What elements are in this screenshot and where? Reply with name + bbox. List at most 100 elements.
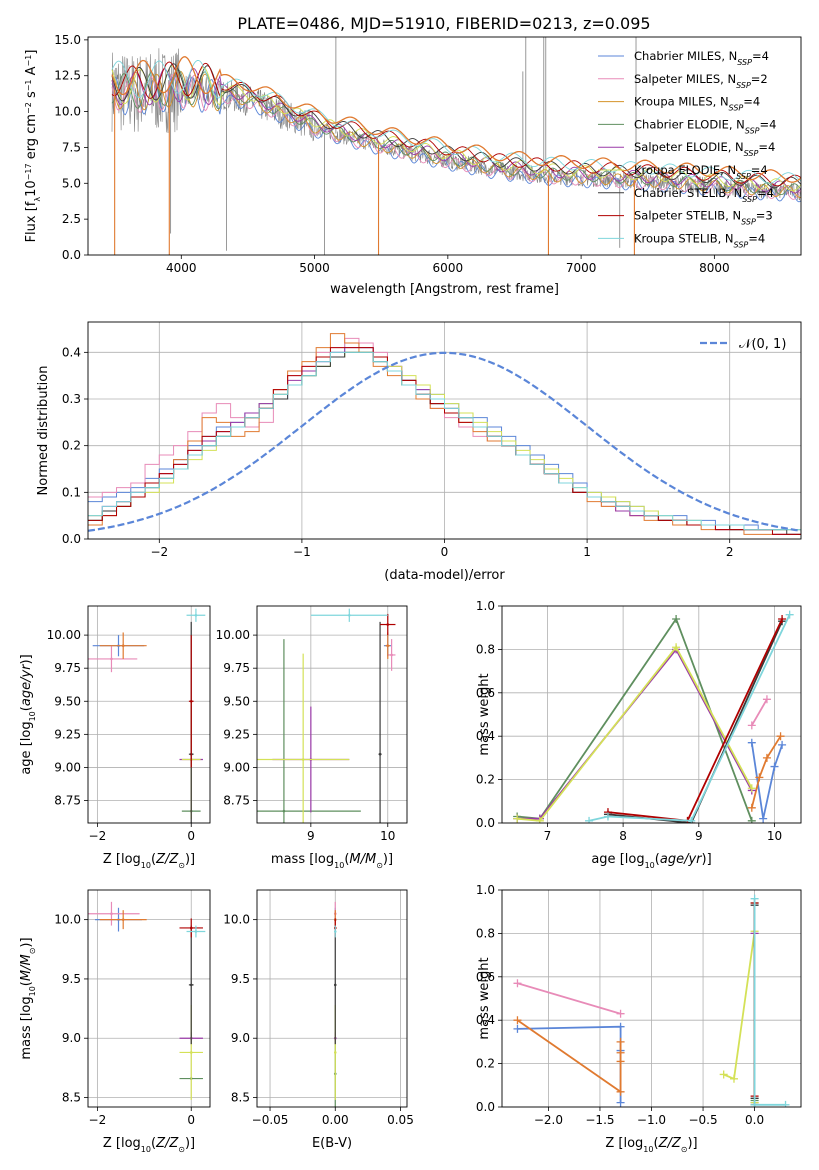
data-point xyxy=(333,930,337,933)
model-spectrum xyxy=(111,63,801,189)
mass-vs-ebv-panel: −0.05 0.00 0.05 8.5 9.0 9.5 10.0 xyxy=(223,890,414,1127)
data-point xyxy=(189,1051,193,1054)
weight-marker xyxy=(513,814,522,823)
weight-marker xyxy=(616,1098,625,1107)
y-tick-label: 7.5 xyxy=(62,140,81,154)
mass-vs-Z-panel: −2 0 8.5 9.0 9.5 10.0 xyxy=(54,890,210,1127)
weight-marker xyxy=(513,1016,522,1025)
x-tick-label: 10 xyxy=(380,829,395,843)
model-spectrum xyxy=(111,56,801,183)
y-tick-label: 10.00 xyxy=(47,628,81,642)
y-tick-label: 0.2 xyxy=(476,1057,495,1071)
data-point xyxy=(390,653,393,657)
weight-marker xyxy=(778,615,787,624)
x-tick-label: −2 xyxy=(150,545,168,559)
weight-series xyxy=(723,931,756,1103)
data-point xyxy=(348,613,351,617)
x-tick-label: 10 xyxy=(767,829,782,843)
y-tick-label: 9.75 xyxy=(54,661,81,675)
model-spectrum xyxy=(111,69,801,196)
x-tick-label: −2 xyxy=(89,1113,107,1127)
age-vs-mass-frame xyxy=(256,605,408,824)
mass-vs-Z-frame xyxy=(87,889,211,1108)
y-tick-label: 9.50 xyxy=(54,694,81,708)
x-axis-label: E(B-V) xyxy=(312,1136,352,1151)
y-tick-label: 9.0 xyxy=(62,1031,81,1045)
y-tick-label: 0.0 xyxy=(476,816,495,830)
data-point xyxy=(333,1051,337,1054)
model-spectrum xyxy=(111,61,801,187)
weight-series xyxy=(750,735,782,809)
weight-series xyxy=(517,645,753,822)
weight-marker xyxy=(747,816,756,823)
weight-marker xyxy=(616,1037,625,1046)
weight-marker xyxy=(755,773,764,782)
weight-marker xyxy=(770,762,779,771)
age-vs-mass-points xyxy=(257,608,396,823)
x-tick-label: −1.0 xyxy=(637,1113,666,1127)
spectrum-frame xyxy=(87,36,802,256)
y-tick-label: 10.0 xyxy=(54,913,81,927)
weight-series xyxy=(517,1025,622,1103)
mass-vs-Z-points xyxy=(88,901,206,1100)
weight-marker xyxy=(616,1057,625,1066)
x-tick-label: −2 xyxy=(89,829,107,843)
weight-vs-age-frame xyxy=(501,605,802,824)
weight-marker xyxy=(616,1022,625,1031)
x-tick-label: −1 xyxy=(293,545,311,559)
x-tick-label: 1 xyxy=(583,545,591,559)
y-tick-label: 0.4 xyxy=(62,345,81,359)
data-point xyxy=(301,758,305,761)
y-tick-label: 9.50 xyxy=(223,694,250,708)
figure-title: PLATE=0486, MJD=51910, FIBERID=0213, z=0… xyxy=(237,14,650,33)
data-point xyxy=(189,699,193,703)
x-tick-label: 0 xyxy=(441,545,449,559)
age-vs-Z-panel: −2 0 8.75 9.00 9.25 9.50 9.75 10.00 xyxy=(47,606,210,843)
x-tick-label: −0.05 xyxy=(252,1113,289,1127)
y-tick-label: 0.0 xyxy=(62,248,81,262)
y-tick-label: 0.8 xyxy=(476,926,495,940)
data-point xyxy=(121,918,125,921)
weight-marker xyxy=(785,610,794,619)
legend-label: Chabrier STELIB, NSSP=4 xyxy=(634,186,774,204)
x-tick-label: 0.05 xyxy=(387,1113,414,1127)
histograms xyxy=(88,333,801,535)
y-tick-label: 9.00 xyxy=(223,760,250,774)
weight-series xyxy=(517,982,621,1015)
y-tick-label: 10.0 xyxy=(54,105,81,119)
normal-legend-label: 𝒩(0, 1) xyxy=(739,337,786,352)
data-point xyxy=(378,752,382,756)
data-point xyxy=(194,930,198,933)
x-tick-label: 9 xyxy=(695,829,703,843)
y-tick-label: 0.6 xyxy=(476,970,495,984)
y-tick-label: 10.0 xyxy=(223,913,250,927)
model-spectrum xyxy=(111,74,801,200)
legend-label: Salpeter MILES, NSSP=2 xyxy=(634,72,768,90)
x-tick-label: 6000 xyxy=(433,261,464,275)
histogram-series xyxy=(88,351,801,531)
weight-marker xyxy=(616,1048,625,1057)
x-axis-label: (data-model)/error xyxy=(384,568,505,583)
y-tick-label: 0.4 xyxy=(476,1013,495,1027)
y-tick-label: 15.0 xyxy=(54,33,81,47)
model-spectrum xyxy=(111,76,801,203)
weight-marker xyxy=(513,979,522,988)
weight-vs-age-lines xyxy=(513,610,794,823)
data-point xyxy=(194,613,198,617)
y-tick-label: 0.8 xyxy=(476,642,495,656)
weight-marker xyxy=(729,1074,738,1083)
weight-marker xyxy=(750,1100,759,1107)
weight-series xyxy=(588,614,791,822)
weight-marker xyxy=(762,753,771,762)
y-tick-label: 2.5 xyxy=(62,212,81,226)
x-axis-label: mass [log10(M/M⊙)] xyxy=(271,852,393,870)
weight-marker xyxy=(672,615,681,624)
y-tick-label: 0.3 xyxy=(62,392,81,406)
x-tick-label: 4000 xyxy=(166,261,197,275)
y-tick-label: 9.25 xyxy=(223,727,250,741)
data-point xyxy=(189,926,193,930)
legend-label: Chabrier MILES, NSSP=4 xyxy=(634,49,769,67)
y-axis-label: mass [log10(M/M⊙)] xyxy=(19,937,37,1059)
weight-marker xyxy=(750,894,759,903)
